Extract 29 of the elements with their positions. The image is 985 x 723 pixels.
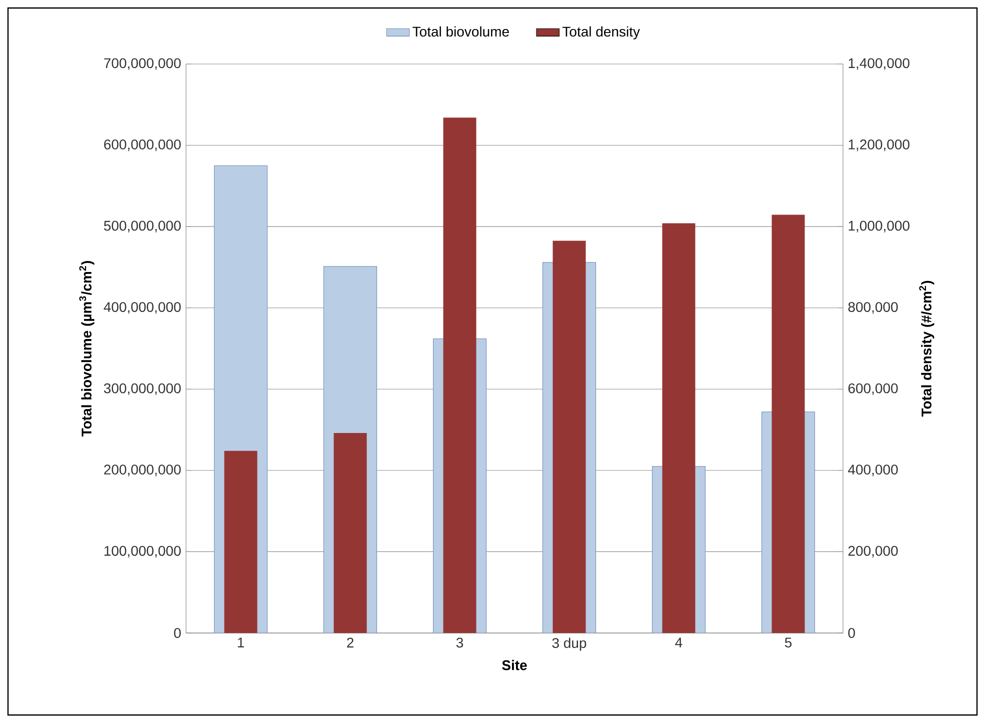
y2-tick-label: 600,000: [848, 383, 898, 395]
x-tick-label: 3 dup: [552, 638, 586, 651]
x-tick-label: 1: [238, 638, 244, 648]
bar: [334, 433, 367, 633]
y-tick-label: 100,000,000: [104, 546, 181, 558]
y2-tick-label: 200,000: [848, 546, 898, 558]
y2-tick-label: 400,000: [848, 464, 898, 476]
y2-tick-label: 800,000: [848, 302, 898, 314]
legend-label: Total biovolume: [412, 26, 509, 37]
y2-tick-label: 1,000,000: [848, 220, 910, 232]
x-tick-label: 2: [347, 638, 354, 648]
bar: [224, 450, 258, 633]
y2-tick-label: 1,400,000: [848, 58, 910, 70]
x-tick-label: 3: [456, 638, 464, 648]
legend-label: Total density: [562, 26, 640, 40]
y2-tick-label: 1,200,000: [848, 140, 910, 152]
x-tick-label: 4: [675, 638, 682, 648]
y-tick-label: 0: [174, 628, 181, 638]
y-tick-label: 700,000,000: [104, 58, 181, 70]
y2-tick-label: 0: [848, 628, 855, 638]
x-tick-label: 5: [784, 638, 792, 648]
y-axis-title: Total biovolume (µm$^{3}$/cm$^{2}$): [79, 261, 94, 437]
y-tick-label: 600,000,000: [104, 140, 181, 152]
y-tick-label: 500,000,000: [104, 220, 181, 232]
y-tick-label: 200,000,000: [104, 464, 181, 476]
x-axis-title: Site: [502, 660, 527, 670]
y-tick-label: 400,000,000: [104, 302, 181, 314]
y2-axis-title: Total density (#/cm$^{2}$): [919, 280, 934, 417]
y-tick-label: 300,000,000: [104, 383, 181, 395]
